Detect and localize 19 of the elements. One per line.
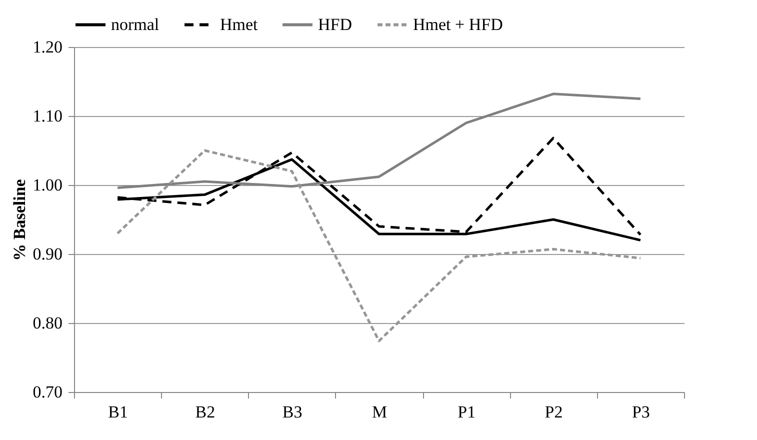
x-tick-label: M xyxy=(372,402,388,422)
x-tick-label: P3 xyxy=(632,402,650,422)
legend-label: Hmet xyxy=(220,14,258,34)
y-tick-label: 0.80 xyxy=(32,314,62,332)
legend-label: normal xyxy=(111,14,160,34)
y-tick-label: 0.70 xyxy=(32,382,62,402)
y-tick-label: 1.20 xyxy=(32,38,62,56)
x-tick-label: P1 xyxy=(458,402,476,422)
x-tick-label: B2 xyxy=(195,402,216,422)
y-tick-label: 1.00 xyxy=(32,176,62,194)
x-tick-label: P2 xyxy=(544,402,563,422)
y-tick-label: 1.10 xyxy=(32,106,62,126)
x-tick-label: B1 xyxy=(108,402,128,422)
y-tick-label: 0.90 xyxy=(32,244,62,264)
legend-label: Hmet + HFD xyxy=(413,14,503,34)
y-axis-title: % Baseline xyxy=(10,178,29,261)
x-tick-label: B3 xyxy=(282,402,302,422)
line-series xyxy=(116,92,642,190)
legend-label: HFD xyxy=(318,14,352,34)
